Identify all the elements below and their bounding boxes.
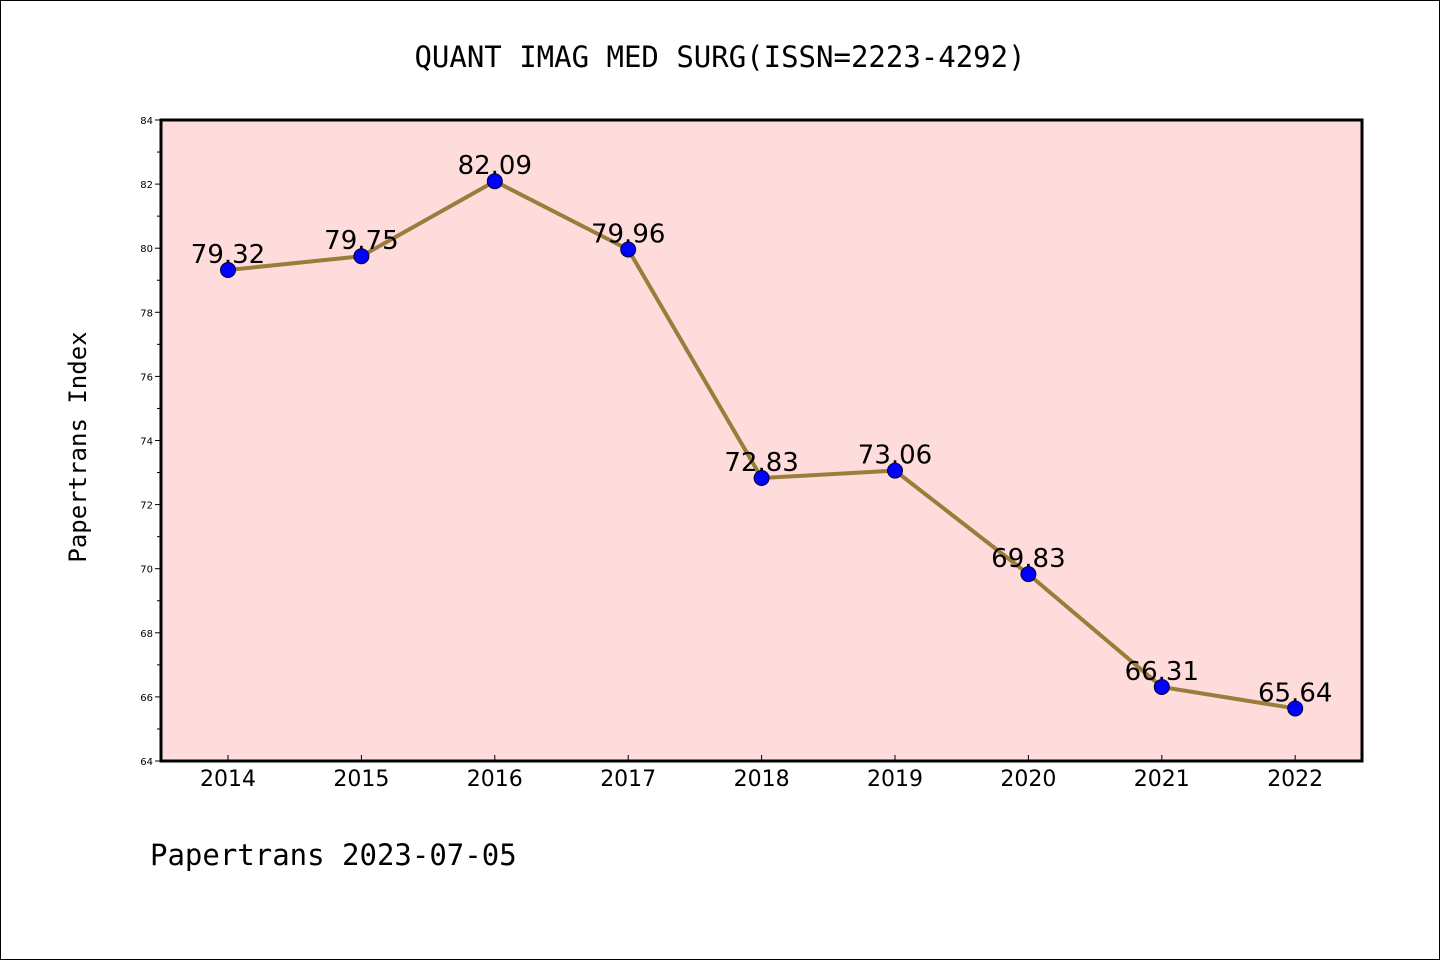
data-label: 79.32 <box>191 240 265 270</box>
data-label: 82.09 <box>458 151 532 181</box>
x-tick-label: 2022 <box>1267 767 1323 792</box>
data-point <box>887 462 903 479</box>
y-tick-label: 68 <box>140 629 153 640</box>
y-axis: 64 66 68 70 72 74 76 78 80 82 84 <box>140 116 161 768</box>
data-point <box>1153 678 1170 695</box>
data-label: 73.06 <box>858 441 932 471</box>
y-tick-label: 64 <box>140 757 153 768</box>
x-tick-label: 2014 <box>200 767 256 792</box>
chart-title: QUANT IMAG MED SURG(ISSN=2223-4292) <box>414 40 1025 74</box>
series-line-group <box>220 173 1304 717</box>
x-tick-label: 2018 <box>734 767 790 792</box>
y-tick-label: 72 <box>140 501 153 512</box>
x-tick-label: 2020 <box>1000 767 1056 792</box>
data-point <box>353 248 370 265</box>
data-label: 65.64 <box>1258 678 1332 708</box>
y-tick-label: 76 <box>140 372 153 383</box>
x-tick-label: 2017 <box>600 767 656 792</box>
y-tick-label: 66 <box>140 693 153 704</box>
data-point <box>1287 700 1304 717</box>
x-tick-label: 2019 <box>867 767 923 792</box>
y-axis-label: Papertrans Index <box>64 331 92 562</box>
data-label: 79.75 <box>324 226 398 256</box>
x-tick-label: 2021 <box>1134 767 1190 792</box>
y-tick-label: 70 <box>140 565 153 576</box>
data-label: 72.83 <box>724 448 798 478</box>
data-label: 66.31 <box>1125 657 1199 687</box>
y-tick-label: 78 <box>140 308 153 319</box>
data-point <box>620 241 637 258</box>
y-tick-label: 80 <box>140 244 153 255</box>
data-label: 79.96 <box>591 219 665 249</box>
x-axis: 2014 2015 2016 2017 2018 2019 2020 2021 2022 <box>200 755 1323 792</box>
y-tick-label: 84 <box>140 116 153 127</box>
data-point <box>486 173 503 190</box>
data-label-group: 79.32 79.75 82.09 79.96 72.83 73.06 69.83 66.31… <box>191 151 1333 708</box>
x-tick-label: 2016 <box>467 767 523 792</box>
data-label: 69.83 <box>991 544 1065 574</box>
data-point <box>220 261 236 278</box>
y-tick-label: 74 <box>140 437 153 448</box>
footer-text: Papertrans 2023-07-05 <box>150 838 517 872</box>
y-tick-label: 82 <box>140 180 153 191</box>
data-point <box>753 469 770 486</box>
data-point <box>1020 566 1037 583</box>
x-tick-label: 2015 <box>333 767 389 792</box>
plot-area <box>159 118 1364 763</box>
